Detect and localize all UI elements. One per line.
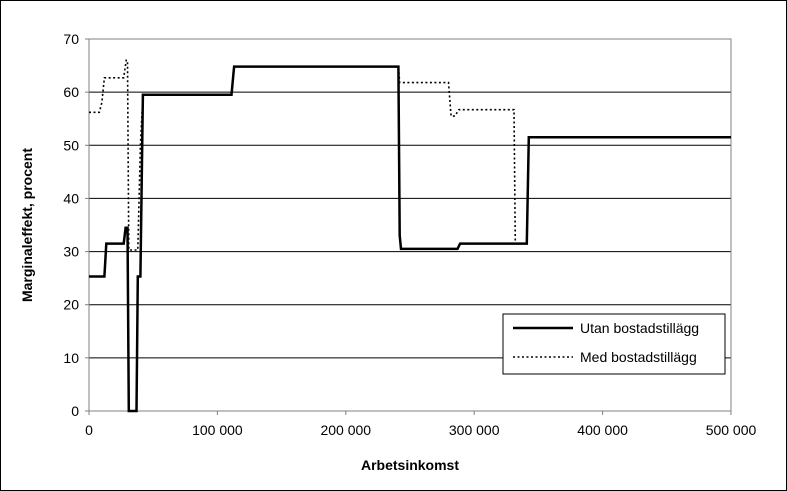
series-layer [89, 59, 731, 413]
x-tick-label: 100 000 [192, 422, 243, 438]
x-tick-label: 0 [85, 422, 93, 438]
y-tick-label: 10 [63, 350, 79, 366]
x-tick-label: 400 000 [577, 422, 628, 438]
y-tick-label: 40 [63, 190, 79, 206]
legend-label-utan: Utan bostadstillägg [580, 320, 699, 336]
x-axis-label: Arbetsinkomst [361, 457, 459, 473]
y-axis-label: Marginaleffekt, procent [19, 148, 35, 302]
legend: Utan bostadstillägg Med bostadstillägg [502, 313, 726, 375]
y-tick-label: 60 [63, 84, 79, 100]
x-tick-label: 500 000 [706, 422, 757, 438]
y-tick-label: 70 [63, 31, 79, 47]
legend-label-med: Med bostadstillägg [580, 349, 697, 365]
y-tick-label: 50 [63, 137, 79, 153]
gridlines [89, 38, 731, 359]
y-tick-label: 20 [63, 297, 79, 313]
x-tick-label: 200 000 [320, 422, 371, 438]
y-tick-label: 0 [71, 403, 79, 419]
legend-box [502, 313, 726, 375]
x-tick-label: 300 000 [449, 422, 500, 438]
series-line-med-bostadstillagg [89, 59, 731, 251]
y-tick-label: 30 [63, 244, 79, 260]
axis-ticks: 0 10 20 30 40 50 60 70 0 100 000 200 000 300 000 400… [63, 31, 756, 438]
